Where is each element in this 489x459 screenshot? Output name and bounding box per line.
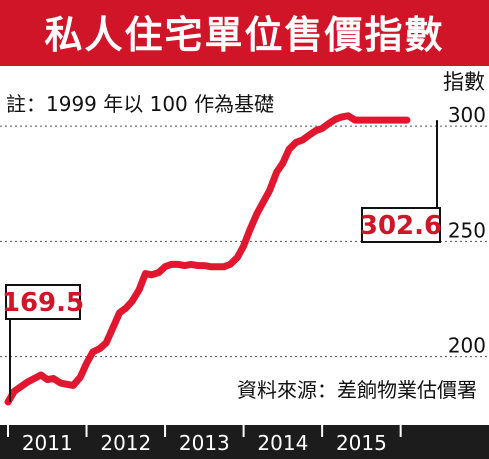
x-tick-label: 2011 [22, 431, 73, 455]
series-line [4, 112, 411, 406]
callout-label: 169.5 [2, 288, 84, 318]
title-bar: 私人住宅單位售價指數 [0, 0, 489, 66]
x-tick-label: 2013 [179, 431, 230, 455]
source-note: 資料來源：差餉物業估價署 [237, 378, 477, 402]
y-tick-label: 200 [448, 334, 486, 358]
y-axis-label: 指數 [443, 70, 485, 94]
x-tick-label: 2015 [336, 431, 387, 455]
series-group [4, 112, 411, 406]
y-tick-label: 250 [448, 218, 486, 242]
chart-note: 註：1999 年以 100 作為基礎 [6, 92, 275, 116]
gridlines [0, 125, 489, 358]
x-tick-label: 2014 [257, 431, 308, 455]
callouts: 169.5 302.6 [2, 120, 442, 403]
chart-title: 私人住宅單位售價指數 [44, 13, 445, 57]
callout-box [361, 207, 441, 243]
y-ticks: 200 250 300 [448, 103, 486, 357]
callout-box [5, 284, 81, 320]
y-tick-label: 300 [448, 103, 486, 127]
x-ticks: 2011 2012 2013 2014 2015 [7, 425, 402, 455]
x-tick-label: 2012 [100, 431, 151, 455]
callout-label: 302.6 [360, 211, 442, 241]
